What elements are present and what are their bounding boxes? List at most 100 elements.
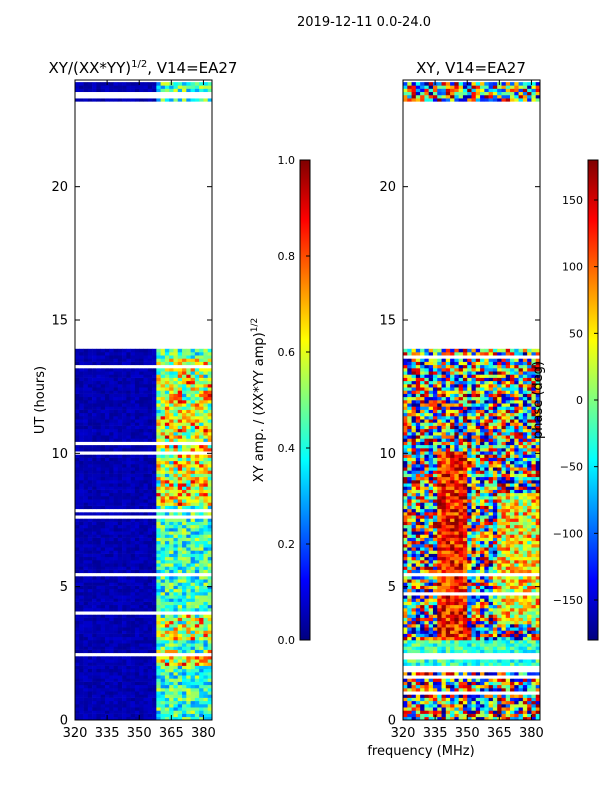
heatmap-cell	[173, 91, 179, 96]
heatmap-cell	[79, 512, 84, 516]
heatmap-cell	[173, 640, 179, 644]
heatmap-cell	[415, 620, 421, 625]
heatmap-cell	[156, 422, 161, 426]
heatmap-cell	[79, 374, 84, 378]
heatmap-cell	[100, 659, 106, 663]
heatmap-cell	[87, 425, 93, 430]
heatmap-cell	[147, 662, 153, 666]
heatmap-cell	[445, 713, 451, 718]
heatmap-cell	[190, 688, 196, 692]
heatmap-cell	[122, 496, 127, 500]
heatmap-cell	[134, 547, 140, 551]
heatmap-cell	[484, 646, 489, 650]
heatmap-cell	[169, 390, 174, 394]
heatmap-cell	[75, 85, 80, 89]
heatmap-cell	[454, 684, 459, 689]
heatmap-cell	[130, 515, 136, 519]
heatmap-cell	[207, 544, 212, 548]
heatmap-cell	[207, 88, 212, 93]
heatmap-cell	[199, 572, 204, 577]
heatmap-cell	[87, 595, 93, 599]
y-tick-label: 10	[51, 447, 68, 462]
heatmap-cell	[454, 649, 459, 654]
heatmap-cell	[96, 470, 101, 474]
heatmap-cell	[199, 713, 204, 718]
heatmap-cell	[96, 387, 101, 391]
heatmap-cell	[164, 512, 170, 516]
heatmap-cell	[104, 371, 110, 375]
heatmap-cell	[83, 387, 89, 391]
heatmap-cell	[147, 467, 153, 471]
heatmap-cell	[186, 374, 191, 378]
heatmap-cell	[100, 553, 106, 558]
heatmap-cell	[122, 579, 127, 583]
heatmap-cell	[96, 576, 101, 580]
heatmap-cell	[79, 489, 84, 494]
heatmap-cell	[194, 480, 200, 484]
heatmap-cell	[87, 710, 93, 714]
heatmap-cell	[445, 643, 451, 647]
heatmap-cell	[164, 393, 170, 398]
heatmap-cell	[424, 620, 429, 625]
heatmap-cell	[147, 540, 153, 545]
heatmap-cell	[83, 521, 89, 526]
heatmap-cell	[182, 627, 187, 631]
heatmap-cell	[160, 547, 166, 551]
heatmap-cell	[156, 355, 161, 359]
heatmap-cell	[139, 684, 144, 689]
heatmap-cell	[75, 502, 80, 506]
heatmap-cell	[109, 716, 114, 720]
heatmap-cell	[130, 489, 136, 494]
heatmap-cell	[445, 636, 451, 641]
heatmap-cell	[87, 515, 93, 519]
heatmap-cell	[194, 560, 200, 564]
heatmap-cell	[126, 496, 131, 500]
heatmap-cell	[475, 627, 481, 631]
heatmap-cell	[100, 448, 106, 452]
heatmap-cell	[441, 617, 447, 622]
heatmap-cell	[518, 646, 524, 650]
heatmap-cell	[445, 665, 451, 670]
heatmap-cell	[207, 508, 212, 513]
heatmap-cell	[173, 656, 179, 660]
heatmap-cell	[113, 348, 119, 353]
heatmap-cell	[75, 435, 80, 439]
heatmap-cell	[510, 716, 515, 720]
heatmap-cell	[169, 476, 174, 481]
heatmap-cell	[203, 633, 209, 638]
heatmap-cell	[182, 704, 187, 708]
heatmap-cell	[173, 598, 179, 602]
heatmap-cell	[143, 572, 149, 577]
heatmap-cell	[415, 649, 421, 654]
heatmap-cell	[79, 713, 84, 718]
heatmap-cell	[130, 684, 136, 689]
heatmap-cell	[92, 451, 97, 455]
heatmap-cell	[169, 483, 174, 487]
heatmap-cell	[152, 85, 157, 89]
heatmap-cell	[475, 713, 481, 718]
heatmap-cell	[199, 659, 204, 663]
heatmap-cell	[109, 396, 114, 401]
heatmap-cell	[207, 617, 212, 622]
heatmap-cell	[79, 393, 84, 398]
heatmap-cell	[87, 355, 93, 359]
heatmap-cell	[194, 691, 200, 695]
heatmap-cell	[182, 422, 187, 426]
heatmap-cell	[139, 675, 144, 679]
heatmap-cell	[484, 643, 489, 647]
heatmap-cell	[96, 521, 101, 526]
heatmap-cell	[471, 659, 477, 663]
heatmap-cell	[194, 656, 200, 660]
heatmap-cell	[117, 556, 123, 561]
heatmap-cell	[194, 486, 200, 490]
heatmap-cell	[156, 377, 161, 382]
heatmap-cell	[527, 656, 532, 660]
heatmap-cell	[173, 675, 179, 679]
heatmap-cell	[471, 704, 477, 708]
heatmap-cell	[182, 662, 187, 666]
heatmap-cell	[169, 460, 174, 465]
heatmap-cell	[415, 681, 421, 686]
heatmap-cell	[164, 672, 170, 676]
heatmap-cell	[109, 620, 114, 625]
heatmap-cell	[194, 544, 200, 548]
